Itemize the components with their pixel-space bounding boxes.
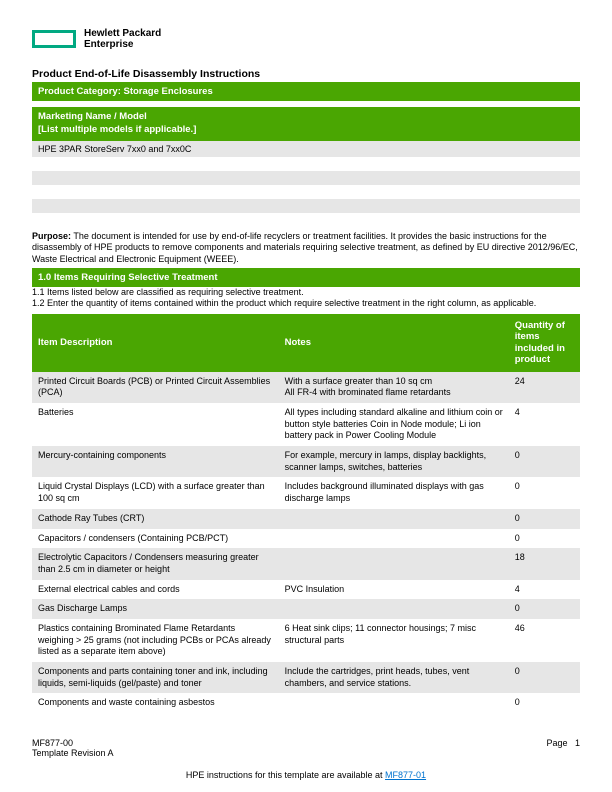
col-header-notes: Notes [279, 314, 509, 372]
cell-quantity: 18 [509, 548, 580, 579]
cell-description: Capacitors / condensers (Containing PCB/… [32, 529, 279, 549]
model-row: HPE 3PAR StoreServ 7xx0 and 7xx0C [32, 141, 580, 157]
cell-description: Printed Circuit Boards (PCB) or Printed … [32, 372, 279, 403]
cell-notes [279, 529, 509, 549]
cell-notes [279, 548, 509, 579]
table-row: BatteriesAll types including standard al… [32, 403, 580, 446]
brand-name-line1: Hewlett Packard [84, 28, 161, 39]
table-row: Liquid Crystal Displays (LCD) with a sur… [32, 477, 580, 508]
instructions-link[interactable]: MF877-01 [385, 770, 426, 780]
items-table: Item Description Notes Quantity of items… [32, 314, 580, 713]
cell-notes: 6 Heat sink clips; 11 connector housings… [279, 619, 509, 662]
table-row: Electrolytic Capacitors / Condensers mea… [32, 548, 580, 579]
cell-description: Batteries [32, 403, 279, 446]
cell-quantity: 4 [509, 403, 580, 446]
instructions-prefix: HPE instructions for this template are a… [186, 770, 385, 780]
cell-quantity: 24 [509, 372, 580, 403]
footer-right: Page 1 [546, 738, 580, 758]
page-number: 1 [575, 738, 580, 748]
cell-description: Components and parts containing toner an… [32, 662, 279, 693]
page-label: Page [546, 738, 567, 748]
cell-quantity: 0 [509, 693, 580, 713]
cell-quantity: 0 [509, 529, 580, 549]
cell-description: Gas Discharge Lamps [32, 599, 279, 619]
col-header-description: Item Description [32, 314, 279, 372]
cell-quantity: 0 [509, 477, 580, 508]
cell-description: Liquid Crystal Displays (LCD) with a sur… [32, 477, 279, 508]
cell-quantity: 0 [509, 662, 580, 693]
cell-notes: For example, mercury in lamps, display b… [279, 446, 509, 477]
purpose-paragraph: Purpose: The document is intended for us… [32, 231, 580, 266]
cell-notes: PVC Insulation [279, 580, 509, 600]
footer-revision: Template Revision A [32, 748, 114, 758]
brand-logo: Hewlett Packard Enterprise [32, 28, 580, 50]
marketing-name-bar: Marketing Name / Model [List multiple mo… [32, 107, 580, 141]
cell-quantity: 46 [509, 619, 580, 662]
table-row: Mercury-containing componentsFor example… [32, 446, 580, 477]
col-header-quantity: Quantity of items included in product [509, 314, 580, 372]
cell-notes: With a surface greater than 10 sq cm All… [279, 372, 509, 403]
document-title: Product End-of-Life Disassembly Instruct… [32, 68, 580, 80]
table-row: Plastics containing Brominated Flame Ret… [32, 619, 580, 662]
page-footer: MF877-00 Template Revision A Page 1 [32, 738, 580, 758]
cell-description: Electrolytic Capacitors / Condensers mea… [32, 548, 279, 579]
purpose-text: The document is intended for use by end-… [32, 231, 578, 264]
cell-notes: Includes background illuminated displays… [279, 477, 509, 508]
footer-docnum: MF877-00 [32, 738, 114, 748]
table-row: Gas Discharge Lamps 0 [32, 599, 580, 619]
cell-notes [279, 693, 509, 713]
cell-notes: All types including standard alkaline an… [279, 403, 509, 446]
brand-name-line2: Enterprise [84, 39, 161, 50]
product-category-bar: Product Category: Storage Enclosures [32, 82, 580, 101]
table-row: Printed Circuit Boards (PCB) or Printed … [32, 372, 580, 403]
cell-description: External electrical cables and cords [32, 580, 279, 600]
cell-quantity: 4 [509, 580, 580, 600]
cell-description: Cathode Ray Tubes (CRT) [32, 509, 279, 529]
footer-instructions: HPE instructions for this template are a… [0, 770, 612, 780]
purpose-label: Purpose: [32, 231, 71, 241]
table-row: Capacitors / condensers (Containing PCB/… [32, 529, 580, 549]
cell-quantity: 0 [509, 509, 580, 529]
cell-quantity: 0 [509, 599, 580, 619]
cell-notes [279, 599, 509, 619]
table-row: Components and parts containing toner an… [32, 662, 580, 693]
spacer-block [32, 157, 580, 227]
brand-mark-icon [32, 30, 76, 48]
table-row: Cathode Ray Tubes (CRT) 0 [32, 509, 580, 529]
cell-notes: Include the cartridges, print heads, tub… [279, 662, 509, 693]
cell-description: Components and waste containing asbestos [32, 693, 279, 713]
brand-name: Hewlett Packard Enterprise [84, 28, 161, 50]
section-1-intro: 1.1 Items listed below are classified as… [32, 287, 580, 310]
cell-description: Plastics containing Brominated Flame Ret… [32, 619, 279, 662]
cell-description: Mercury-containing components [32, 446, 279, 477]
intro-line-1: 1.1 Items listed below are classified as… [32, 287, 580, 299]
cell-quantity: 0 [509, 446, 580, 477]
cell-notes [279, 509, 509, 529]
table-row: Components and waste containing asbestos… [32, 693, 580, 713]
intro-line-2: 1.2 Enter the quantity of items containe… [32, 298, 580, 310]
footer-left: MF877-00 Template Revision A [32, 738, 114, 758]
section-1-heading: 1.0 Items Requiring Selective Treatment [32, 268, 580, 287]
table-row: External electrical cables and cords PVC… [32, 580, 580, 600]
